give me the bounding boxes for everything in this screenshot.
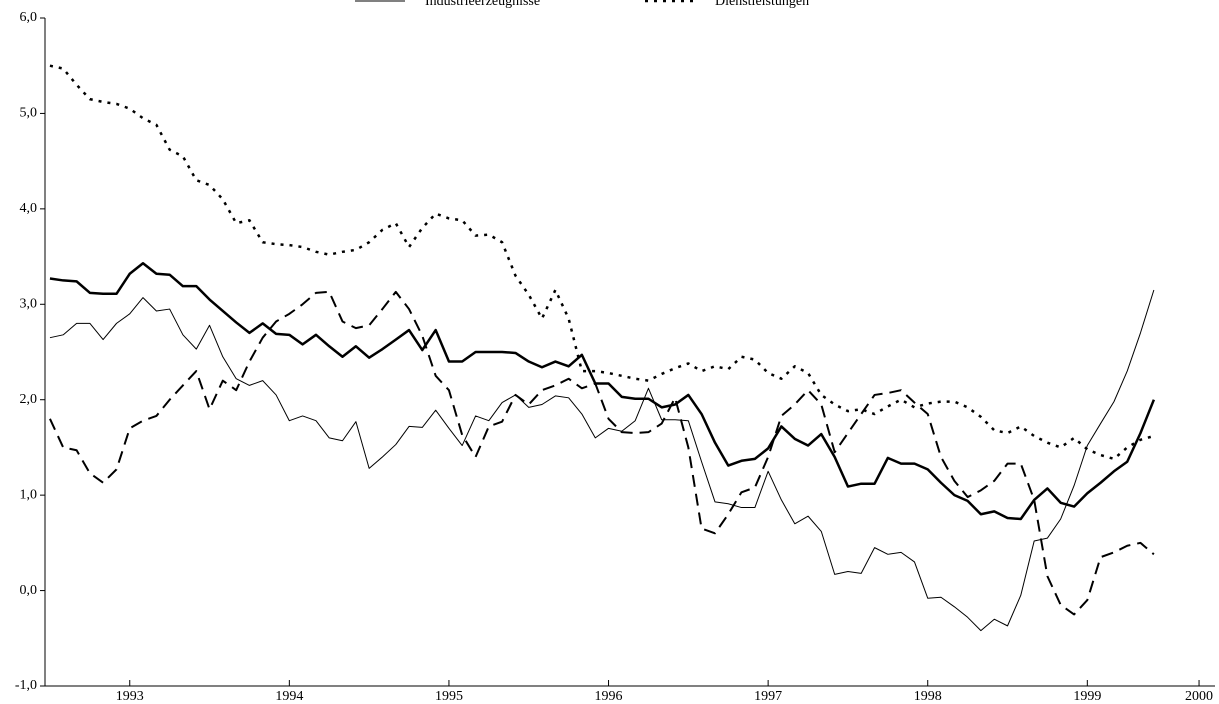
series-line <box>49 290 1155 616</box>
legend-label: Industrieerzeugnisse <box>425 0 540 9</box>
x-tick-label: 1993 <box>116 689 144 704</box>
y-tick-label: 4,0 <box>20 201 38 216</box>
x-tick-label: 1994 <box>275 689 303 704</box>
x-tick-label: 1995 <box>435 689 463 704</box>
x-tick-label: 1998 <box>914 689 942 704</box>
y-tick-label: 0,0 <box>20 583 38 598</box>
series-line <box>49 289 1155 632</box>
y-tick-label: 6,0 <box>20 10 38 25</box>
series-line <box>49 64 1155 461</box>
x-tick-label: 1999 <box>1073 689 1101 704</box>
y-tick-label: 2,0 <box>20 392 38 407</box>
legend-label: Dienstleistungen <box>715 0 809 9</box>
y-tick-label: 5,0 <box>20 106 38 121</box>
x-tick-label: 1996 <box>595 689 623 704</box>
y-tick-label: 3,0 <box>20 297 38 312</box>
y-tick-label: -1,0 <box>15 678 37 693</box>
series-line <box>49 262 1156 521</box>
x-tick-label: 1997 <box>754 689 782 704</box>
y-tick-label: 1,0 <box>20 487 38 502</box>
x-tick-label: 2000 <box>1185 689 1213 704</box>
